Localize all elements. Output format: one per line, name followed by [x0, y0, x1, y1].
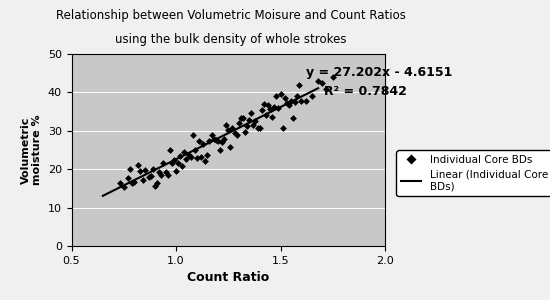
Point [161, 170, 170, 175]
Point [263, 102, 272, 107]
Point [153, 181, 162, 186]
Point [257, 107, 266, 112]
Point [180, 149, 189, 154]
Point [145, 174, 153, 179]
Point [307, 93, 316, 98]
Text: R² = 0.7842: R² = 0.7842 [324, 85, 407, 98]
Point [159, 160, 168, 165]
Point [182, 157, 191, 161]
Point [128, 181, 136, 186]
Point [219, 137, 228, 142]
Point [249, 122, 258, 127]
Point [134, 162, 143, 167]
Point [178, 164, 186, 168]
Text: using the bulk density of whole strokes: using the bulk density of whole strokes [116, 33, 346, 46]
Point [184, 153, 193, 158]
Point [228, 126, 237, 131]
Point [213, 139, 222, 143]
Point [243, 124, 251, 129]
Point [209, 136, 218, 141]
Point [253, 125, 262, 130]
Point [119, 184, 128, 189]
Point [201, 159, 210, 164]
Point [236, 116, 245, 121]
Point [138, 178, 147, 182]
Point [270, 105, 279, 110]
Point [136, 168, 145, 173]
Point [148, 166, 157, 171]
Point [195, 138, 204, 143]
Point [272, 94, 280, 98]
Point [291, 99, 300, 104]
Point [172, 169, 180, 174]
Point [218, 140, 227, 145]
Point [239, 116, 248, 120]
Point [234, 120, 243, 125]
Text: y = 27.202x - 4.6151: y = 27.202x - 4.6151 [306, 65, 452, 79]
Point [284, 103, 293, 108]
Point [216, 147, 224, 152]
Point [169, 157, 178, 162]
Point [289, 115, 298, 120]
Point [251, 119, 260, 124]
Point [274, 106, 283, 111]
Point [207, 133, 216, 138]
Point [226, 145, 235, 149]
Point [318, 81, 327, 86]
Point [328, 74, 337, 79]
Point [222, 123, 230, 128]
Point [186, 154, 195, 159]
Point [140, 168, 149, 173]
Point [276, 92, 285, 96]
Point [151, 184, 160, 188]
Point [261, 112, 270, 117]
Point [155, 170, 164, 175]
Point [197, 154, 206, 159]
Point [146, 173, 155, 178]
Point [174, 160, 183, 165]
Point [282, 101, 291, 106]
Point [293, 93, 301, 98]
Point [188, 133, 197, 138]
Point [192, 155, 201, 160]
Point [280, 96, 289, 100]
Point [203, 152, 212, 157]
Legend: Individual Core BDs, Linear (Individual Core
BDs): Individual Core BDs, Linear (Individual … [397, 151, 550, 196]
Point [167, 161, 176, 166]
Point [297, 99, 306, 103]
Point [314, 78, 322, 83]
Point [166, 148, 174, 152]
Point [260, 101, 268, 106]
Point [205, 139, 214, 143]
Point [124, 176, 133, 180]
Point [230, 131, 239, 136]
Point [232, 132, 241, 137]
Point [157, 173, 166, 178]
Point [255, 125, 264, 130]
Y-axis label: Volumetric
moisture %: Volumetric moisture % [20, 115, 42, 185]
Point [163, 173, 172, 178]
Point [247, 111, 256, 116]
X-axis label: Count Ratio: Count Ratio [187, 271, 270, 284]
Point [240, 130, 249, 134]
Point [190, 148, 199, 152]
Point [115, 181, 124, 186]
Point [125, 167, 134, 172]
Point [295, 83, 304, 88]
Point [211, 138, 220, 143]
Point [266, 107, 274, 112]
Point [199, 142, 207, 146]
Point [301, 99, 310, 104]
Point [278, 126, 287, 130]
Point [130, 180, 139, 184]
Point [268, 114, 277, 119]
Text: Relationship between Volumetric Moisure and Count Ratios: Relationship between Volumetric Moisure … [56, 9, 406, 22]
Point [287, 99, 295, 103]
Point [322, 86, 331, 91]
Point [224, 128, 233, 133]
Point [176, 154, 185, 159]
Point [245, 118, 254, 122]
